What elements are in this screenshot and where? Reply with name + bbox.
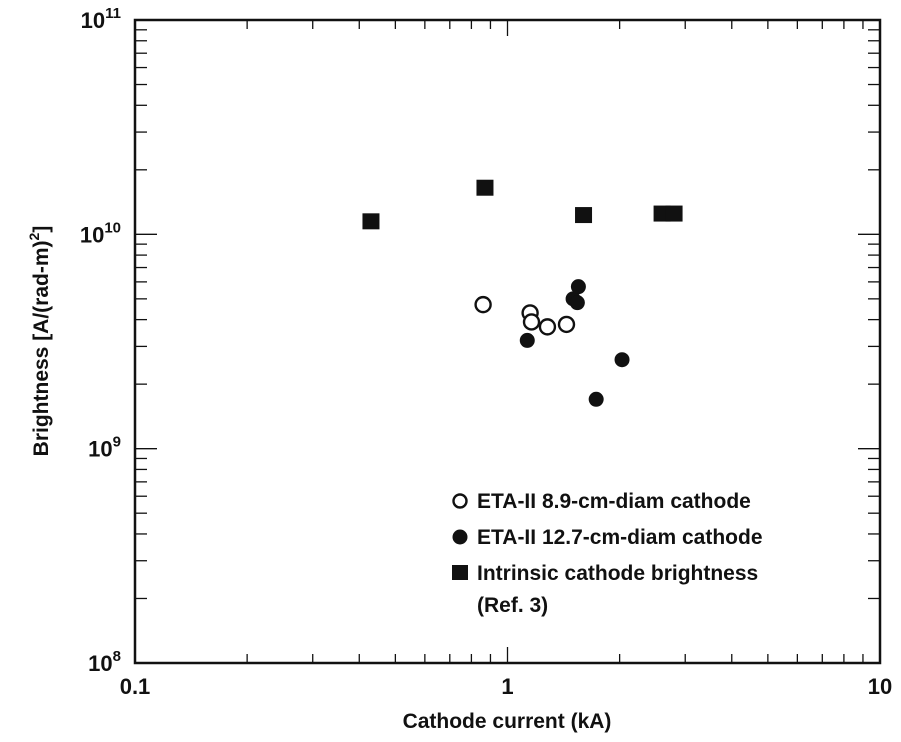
x-tick-label: 0.1 xyxy=(120,674,151,699)
data-point-filled-square xyxy=(362,213,380,230)
open-circle-marker-icon xyxy=(452,493,468,509)
data-point-open-circle xyxy=(557,315,576,334)
data-point-filled-circle xyxy=(519,332,535,348)
y-tick-label: 1011 xyxy=(81,5,121,33)
data-points xyxy=(362,179,683,407)
x-tick-label: 1 xyxy=(501,674,513,699)
filled-circle-marker-icon xyxy=(452,529,468,545)
data-point-open-circle xyxy=(474,295,492,314)
data-point-filled-circle xyxy=(570,279,586,295)
data-point-filled-square xyxy=(575,207,593,224)
plot-frame xyxy=(133,18,882,665)
y-tick-label: 108 xyxy=(88,648,121,676)
x-tick-labels: 0.1 1 10 xyxy=(120,674,893,699)
legend-label-intrinsic-ref: (Ref. 3) xyxy=(477,594,548,617)
legend-label-intrinsic: Intrinsic cathode brightness xyxy=(477,562,758,585)
y-tick-labels: 108 109 1010 1011 xyxy=(80,5,121,676)
data-point-filled-circle xyxy=(588,391,604,407)
y-tick-label: 1010 xyxy=(80,219,121,247)
y-axis-label: Brightness [A/(rad-m)2] xyxy=(26,226,53,457)
x-axis-label: Cathode current (kA) xyxy=(403,710,612,733)
legend-label-eta-ii-12-7cm: ETA-II 12.7-cm-diam cathode xyxy=(477,526,763,549)
legend-label-eta-ii-8-9cm: ETA-II 8.9-cm-diam cathode xyxy=(477,490,751,513)
data-point-filled-circle xyxy=(614,352,630,368)
legend-item-eta-ii-12-7cm: ETA-II 12.7-cm-diam cathode xyxy=(452,526,763,549)
data-point-filled-square xyxy=(665,205,683,222)
data-point-filled-square xyxy=(476,179,494,196)
data-point-open-circle xyxy=(522,313,541,331)
data-point-filled-circle xyxy=(569,295,585,311)
x-tick-label: 10 xyxy=(868,674,892,699)
data-point-open-circle xyxy=(538,318,557,336)
legend-item-eta-ii-8-9cm: ETA-II 8.9-cm-diam cathode xyxy=(452,490,751,513)
legend: ETA-II 8.9-cm-diam cathode ETA-II 12.7-c… xyxy=(452,490,763,617)
y-tick-label: 109 xyxy=(88,434,121,462)
legend-item-intrinsic: Intrinsic cathode brightness (Ref. 3) xyxy=(452,562,758,617)
filled-square-marker-icon xyxy=(452,565,468,580)
axis-ticks xyxy=(135,20,880,663)
